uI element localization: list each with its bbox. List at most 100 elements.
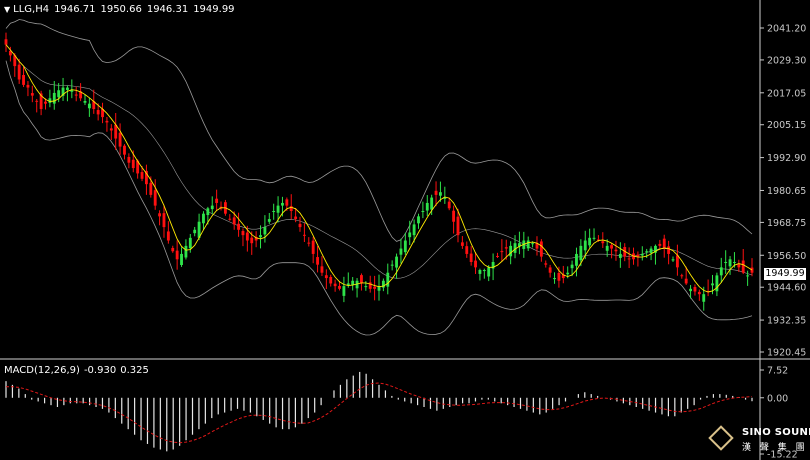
price-tick-label: 2017.05 [767, 88, 806, 99]
logo-text-en: SINO SOUND [742, 427, 810, 438]
candle-body [109, 128, 113, 131]
candle-body [285, 199, 289, 206]
candle-body [316, 257, 319, 265]
candle-body [241, 231, 245, 236]
candle-body [289, 206, 293, 211]
candle-body [496, 255, 499, 257]
price-tick-label: 1956.50 [767, 251, 806, 262]
collapse-triangle-icon[interactable]: ▼ [4, 5, 11, 14]
price-tick-label: 2041.20 [767, 24, 806, 35]
moving-average-line [5, 44, 753, 293]
candle-body [215, 198, 219, 203]
candle-body [386, 272, 390, 287]
candle-body [351, 280, 355, 285]
candle-body [583, 240, 587, 251]
price-tick-label: 1992.90 [767, 153, 806, 164]
macd-tick-label: 0.00 [767, 393, 788, 404]
candle-body [425, 202, 429, 211]
candle-body [684, 278, 688, 284]
bollinger-middle [5, 44, 753, 279]
bollinger-upper [5, 19, 753, 242]
candle-body [689, 288, 692, 292]
candle-body [131, 159, 135, 169]
candle-body [342, 286, 346, 296]
candle-body [728, 259, 732, 267]
candle-body [610, 245, 614, 249]
candle-body [456, 216, 460, 236]
candle-body [92, 101, 96, 110]
close-value: 1949.99 [193, 4, 235, 15]
candle-body [601, 241, 605, 244]
candle-body [575, 253, 578, 266]
candle-body [526, 240, 530, 249]
candle-body [715, 275, 719, 292]
candle-body [228, 218, 232, 220]
candle-body [105, 120, 109, 123]
candle-body [741, 260, 745, 273]
candle-body [210, 205, 214, 210]
candle-body [474, 260, 477, 268]
candle-body [193, 229, 197, 234]
candle-body [74, 94, 78, 96]
candle-body [114, 124, 118, 139]
candle-body [302, 234, 306, 236]
candle-body [245, 232, 249, 241]
candle-body [491, 261, 495, 269]
candle-body [118, 132, 122, 147]
candle-body [324, 275, 328, 279]
candle-body [197, 221, 201, 238]
candle-body [570, 264, 574, 269]
price-tick-label: 1920.45 [767, 348, 806, 359]
candle-body [373, 286, 377, 289]
candle-body [430, 197, 434, 210]
last-price-badge: 1949.99 [764, 268, 806, 280]
candle-body [360, 275, 363, 284]
candle-body [368, 282, 372, 289]
candle-body [680, 275, 684, 277]
price-tick-label: 1980.65 [767, 186, 806, 197]
candle-body [403, 240, 407, 253]
candle-body [17, 64, 21, 80]
candle-body [70, 90, 74, 92]
candle-body [83, 100, 87, 103]
candle-body [702, 294, 706, 302]
candle-body [417, 216, 420, 224]
candle-body [333, 283, 337, 287]
candle-body [8, 50, 12, 56]
candle-body [623, 246, 627, 257]
candle-body [421, 210, 425, 212]
macd-plot [5, 371, 753, 452]
candle-body [166, 231, 170, 241]
candle-body [206, 208, 210, 216]
price-tick-label: 2029.30 [767, 55, 806, 66]
candle-body [35, 100, 39, 102]
candle-body [675, 255, 679, 268]
candle-body [614, 249, 618, 252]
macd-tick-label: -15.22 [767, 450, 798, 460]
candle-body [535, 243, 539, 249]
candle-body [144, 170, 148, 185]
price-plot [4, 19, 754, 336]
candle-body [539, 241, 543, 257]
candle-body [605, 245, 609, 251]
candle-body [557, 272, 561, 281]
candle-body [662, 238, 666, 249]
candle-body [592, 237, 596, 239]
price-tick-label: 1944.60 [767, 283, 806, 294]
candle-body [329, 276, 333, 284]
candle-body [645, 251, 649, 253]
candle-body [408, 232, 412, 238]
candle-body [237, 223, 241, 230]
candle-body [276, 205, 280, 213]
candle-body [338, 285, 341, 289]
candle-body [395, 256, 398, 268]
candle-body [667, 246, 671, 254]
candle-body [87, 103, 91, 109]
chart-header: ▼ LLG,H4 1946.71 1950.66 1946.31 1949.99 [4, 4, 240, 15]
candle-body [439, 192, 442, 196]
candle-body [267, 219, 271, 222]
candle-body [158, 213, 162, 217]
candle-body [671, 259, 675, 261]
candle-body [478, 270, 482, 274]
